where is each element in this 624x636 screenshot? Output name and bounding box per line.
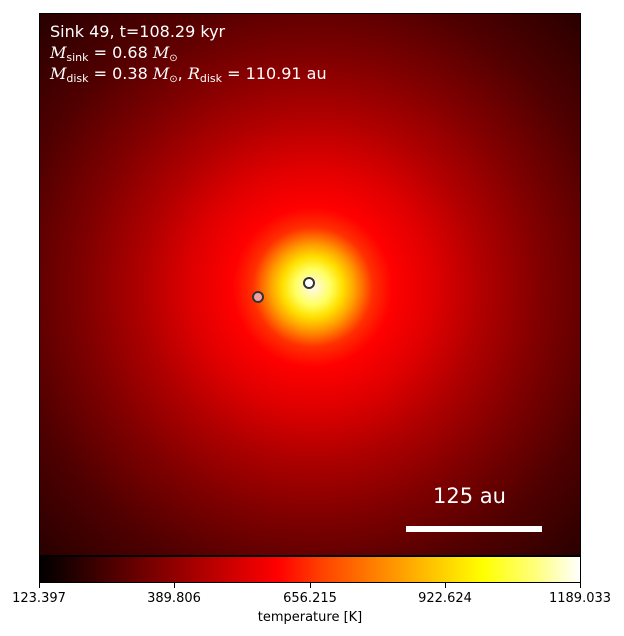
sink-mass-unit: M — [152, 43, 170, 62]
sink-mass-line: Msink = 0.68 M⊙ — [50, 43, 178, 69]
disk-mass-subscript: disk — [66, 72, 89, 85]
sink-primary-marker — [303, 277, 315, 289]
scale-bar-label: 125 au — [433, 484, 506, 508]
disk-line: Mdisk = 0.38 M⊙, Rdisk = 110.91 au — [50, 64, 327, 90]
disk-radius-symbol: R — [187, 64, 200, 83]
colorbar-tick — [39, 583, 40, 588]
temperature-map: Sink 49, t=108.29 kyr Msink = 0.68 M⊙ Md… — [39, 13, 581, 556]
colorbar-tick — [174, 583, 175, 588]
title-line: Sink 49, t=108.29 kyr — [50, 22, 225, 42]
scale-bar — [406, 526, 542, 532]
sink-secondary-marker — [252, 291, 264, 303]
disk-radius-value: = 110.91 au — [227, 64, 327, 83]
sink-mass-symbol: M — [50, 43, 67, 62]
sink-mass-value: = 0.68 — [93, 43, 148, 62]
disk-mass-symbol: M — [50, 64, 67, 83]
colorbar-tick-label: 656.215 — [283, 591, 337, 606]
sink-mass-subscript: sink — [66, 51, 89, 64]
colorbar-tick-label: 1189.033 — [548, 591, 612, 606]
colorbar-tick-label: 123.397 — [12, 591, 66, 606]
colorbar — [39, 556, 581, 583]
disk-mass-value: = 0.38 — [93, 64, 148, 83]
title-text: Sink 49, t=108.29 kyr — [50, 22, 226, 41]
colorbar-tick — [310, 583, 311, 588]
disk-radius-subscript: disk — [199, 72, 222, 85]
sink-mass-unit-sub: ⊙ — [169, 53, 178, 64]
disk-mass-unit-sub: ⊙ — [169, 74, 178, 85]
colorbar-label: temperature [K] — [257, 610, 363, 625]
disk-mass-unit: M — [152, 64, 170, 83]
colorbar-tick-label: 389.806 — [147, 591, 201, 606]
comma: , — [177, 64, 183, 83]
colorbar-tick — [580, 583, 581, 588]
colorbar-tick — [445, 583, 446, 588]
colorbar-tick-label: 922.624 — [418, 591, 472, 606]
